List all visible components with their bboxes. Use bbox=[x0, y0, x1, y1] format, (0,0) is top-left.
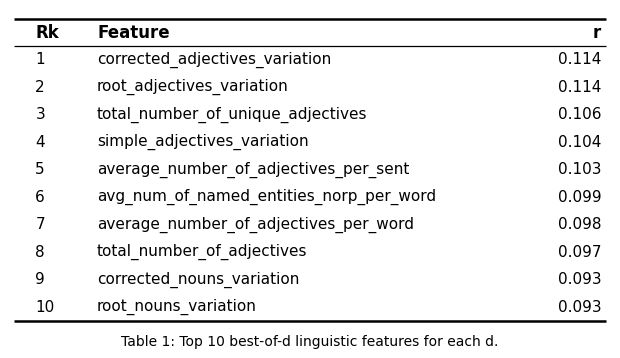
Text: 0.093: 0.093 bbox=[558, 272, 601, 287]
Text: average_number_of_adjectives_per_word: average_number_of_adjectives_per_word bbox=[97, 217, 414, 233]
Text: 0.103: 0.103 bbox=[558, 162, 601, 177]
Text: 6: 6 bbox=[35, 190, 45, 205]
Text: 10: 10 bbox=[35, 300, 55, 315]
Text: 1: 1 bbox=[35, 52, 45, 67]
Text: 0.106: 0.106 bbox=[558, 107, 601, 122]
Text: corrected_adjectives_variation: corrected_adjectives_variation bbox=[97, 52, 331, 68]
Text: 4: 4 bbox=[35, 135, 45, 150]
Text: corrected_nouns_variation: corrected_nouns_variation bbox=[97, 272, 299, 288]
Text: 0.114: 0.114 bbox=[558, 52, 601, 67]
Text: Table 1: Top 10 best-of-d linguistic features for each d.: Table 1: Top 10 best-of-d linguistic fea… bbox=[122, 335, 498, 349]
Text: 0.114: 0.114 bbox=[558, 79, 601, 95]
Text: r: r bbox=[593, 24, 601, 42]
Text: 2: 2 bbox=[35, 79, 45, 95]
Text: 5: 5 bbox=[35, 162, 45, 177]
Text: 7: 7 bbox=[35, 217, 45, 232]
Text: total_number_of_unique_adjectives: total_number_of_unique_adjectives bbox=[97, 107, 368, 123]
Text: simple_adjectives_variation: simple_adjectives_variation bbox=[97, 134, 309, 150]
Text: total_number_of_adjectives: total_number_of_adjectives bbox=[97, 244, 308, 260]
Text: Feature: Feature bbox=[97, 24, 170, 42]
Text: 0.097: 0.097 bbox=[558, 245, 601, 260]
Text: 3: 3 bbox=[35, 107, 45, 122]
Text: 0.098: 0.098 bbox=[558, 217, 601, 232]
Text: root_nouns_variation: root_nouns_variation bbox=[97, 299, 257, 315]
Text: 0.099: 0.099 bbox=[558, 190, 601, 205]
Text: 0.093: 0.093 bbox=[558, 300, 601, 315]
Text: Rk: Rk bbox=[35, 24, 59, 42]
Text: average_number_of_adjectives_per_sent: average_number_of_adjectives_per_sent bbox=[97, 161, 409, 178]
Text: root_adjectives_variation: root_adjectives_variation bbox=[97, 79, 289, 95]
Text: 0.104: 0.104 bbox=[558, 135, 601, 150]
Text: 8: 8 bbox=[35, 245, 45, 260]
Text: 9: 9 bbox=[35, 272, 45, 287]
Text: avg_num_of_named_entities_norp_per_word: avg_num_of_named_entities_norp_per_word bbox=[97, 189, 436, 205]
